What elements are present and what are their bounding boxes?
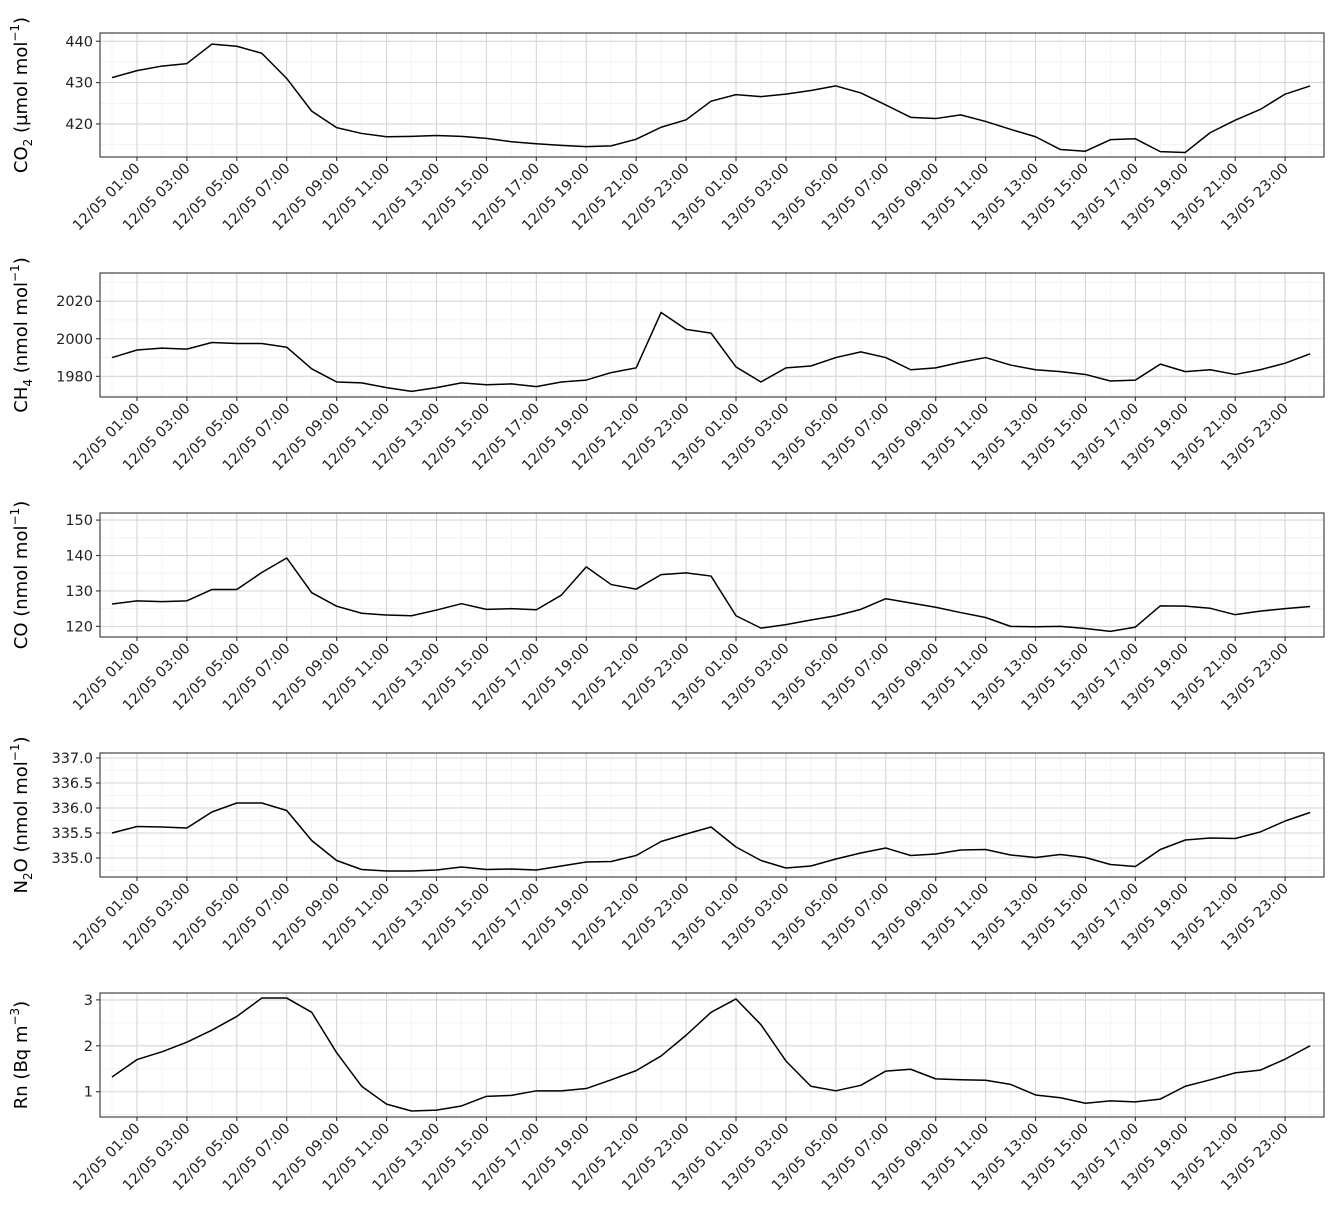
series-line [111,997,1311,1112]
y-tick-label: 337.0 [51,751,93,767]
y-tick-label: 440 [65,34,93,50]
panel-border [99,32,1325,158]
y-tick-label: 2 [84,1039,93,1055]
series-line [111,311,1311,393]
panel-border [99,272,1325,398]
panel-border [99,752,1325,878]
y-axis-title: Rn (Bq m−3) [8,1001,32,1109]
y-tick-label: 335.5 [51,826,93,842]
panel-background [100,33,1324,157]
y-axis-title: CH4 (nmol mol−1) [8,257,35,412]
y-tick-label: 2000 [56,332,93,348]
y-tick-label: 336.5 [51,776,93,792]
panel-background [100,753,1324,877]
y-tick-label: 430 [65,76,93,92]
panel-border [99,992,1325,1118]
series-line [111,43,1311,154]
y-tick-label: 130 [65,584,93,600]
y-tick-label: 120 [65,619,93,635]
y-tick-label: 420 [65,117,93,133]
y-tick-label: 335.0 [51,851,93,867]
y-tick-label: 1 [84,1085,93,1101]
panel-background [100,993,1324,1117]
y-axis-title: CO (nmol mol−1) [8,501,32,649]
y-axis-title: CO2 (µmol mol−1) [8,17,35,173]
y-tick-label: 150 [65,513,93,529]
panel-border [99,512,1325,638]
y-axis-title: N2O (nmol mol−1) [8,737,35,894]
y-tick-label: 140 [65,549,93,565]
y-tick-label: 2020 [56,294,93,310]
y-tick-label: 336.0 [51,801,93,817]
y-tick-label: 1980 [56,369,93,385]
panel-background [100,513,1324,637]
series-line [111,557,1311,633]
series-line [111,802,1311,872]
y-tick-label: 3 [84,993,93,1009]
